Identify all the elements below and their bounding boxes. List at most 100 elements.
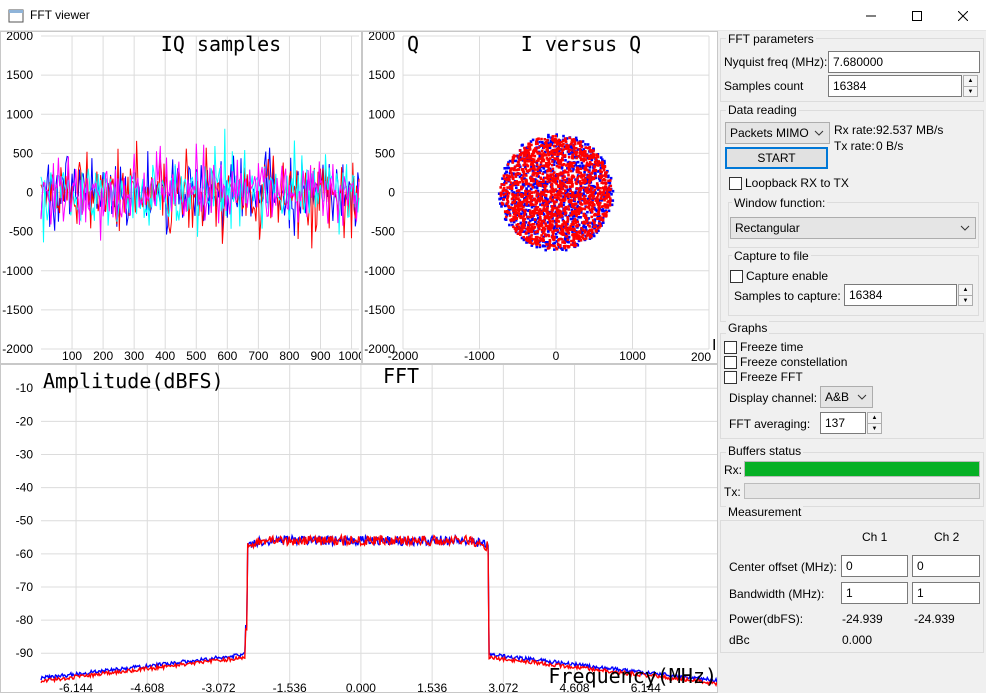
samples-to-capture-input[interactable]: 16384 [844, 284, 957, 306]
scatter-point [543, 228, 547, 231]
scatter-point [564, 189, 567, 193]
minimize-button[interactable] [848, 0, 894, 31]
samples-count-stepper[interactable]: ▲ ▼ [963, 75, 978, 97]
scatter-point [571, 150, 575, 154]
scatter-point [596, 192, 600, 195]
fft-xtick-label: 0.000 [346, 681, 376, 692]
freeze-fft-checkbox[interactable] [724, 371, 737, 384]
scatter-point [525, 163, 528, 166]
scatter-ytick-label: 1000 [368, 107, 395, 121]
scatter-point [609, 176, 613, 180]
scatter-point [558, 226, 562, 230]
scatter-point [564, 170, 568, 174]
fft-averaging-stepper[interactable]: ▲ ▼ [867, 412, 882, 434]
scatter-point [537, 184, 540, 187]
scatter-point [559, 213, 563, 217]
scatter-point [583, 231, 587, 234]
display-channel-select[interactable]: A&B [820, 386, 873, 408]
scatter-point [549, 224, 552, 227]
fft-averaging-input[interactable]: 137 [820, 412, 866, 434]
stepper-up-icon[interactable]: ▲ [967, 78, 974, 84]
window-function-select[interactable]: Rectangular [730, 217, 976, 239]
scatter-point [544, 184, 548, 188]
scatter-point [512, 177, 515, 181]
scatter-point [527, 200, 531, 204]
scatter-point [509, 186, 512, 189]
samples-count-input[interactable]: 16384 [828, 75, 962, 97]
scatter-point [593, 203, 596, 207]
scatter-point [560, 201, 563, 205]
loopback-checkbox[interactable] [729, 177, 742, 190]
scatter-point [563, 185, 567, 188]
scatter-point [541, 154, 545, 158]
bandwidth-ch1-input[interactable]: 1 [841, 582, 908, 604]
nyquist-input[interactable]: 7.680000 [828, 51, 980, 73]
scatter-point [556, 191, 560, 195]
scatter-point [546, 180, 549, 183]
scatter-point [523, 217, 527, 221]
scatter-point [541, 189, 545, 192]
scatter-point [588, 188, 591, 191]
scatter-point [553, 193, 556, 196]
scatter-point [595, 156, 598, 160]
scatter-point [538, 218, 541, 222]
scatter-point [558, 204, 561, 208]
stepper-down-icon[interactable]: ▼ [959, 295, 972, 305]
scatter-point [553, 153, 557, 156]
scatter-point [521, 226, 524, 230]
scatter-point [533, 182, 536, 186]
scatter-point [563, 246, 567, 250]
scatter-point [571, 185, 574, 188]
scatter-point [581, 140, 585, 143]
scatter-point [596, 200, 599, 203]
scatter-point [589, 186, 593, 189]
display-channel-label: Display channel: [729, 391, 818, 405]
close-button[interactable] [940, 0, 986, 31]
scatter-point [525, 203, 528, 206]
scatter-point [517, 202, 520, 205]
center-offset-ch2-input[interactable]: 0 [912, 555, 980, 577]
scatter-point [595, 182, 599, 185]
scatter-point [523, 211, 527, 214]
scatter-point [601, 213, 605, 216]
scatter-point [516, 183, 520, 186]
scatter-point [584, 158, 588, 161]
scatter-point [529, 201, 532, 205]
stepper-up-icon[interactable]: ▲ [871, 415, 878, 421]
freeze-time-checkbox[interactable] [724, 341, 737, 354]
bandwidth-ch2-input[interactable]: 1 [912, 582, 980, 604]
capture-enable-checkbox[interactable] [730, 270, 743, 283]
start-button[interactable]: START [725, 147, 828, 169]
scatter-point [574, 181, 578, 184]
center-offset-ch1-input[interactable]: 0 [841, 555, 908, 577]
maximize-button[interactable] [894, 0, 940, 31]
scatter-point [554, 214, 557, 217]
scatter-point [589, 161, 592, 164]
scatter-point [594, 191, 597, 194]
scatter-point [595, 230, 598, 233]
scatter-point [584, 216, 587, 219]
scatter-point [586, 210, 589, 214]
scatter-point [569, 169, 573, 173]
scatter-point [502, 174, 506, 177]
scatter-point [555, 150, 558, 154]
stepper-down-icon[interactable]: ▼ [868, 423, 881, 433]
reading-mode-select[interactable]: Packets MIMO [725, 122, 830, 144]
stepper-down-icon[interactable]: ▼ [964, 86, 977, 96]
freeze-constellation-checkbox[interactable] [724, 356, 737, 369]
scatter-point [499, 202, 502, 205]
scatter-point [541, 184, 545, 188]
scatter-point [517, 172, 520, 175]
scatter-point [571, 221, 575, 224]
scatter-point [610, 203, 614, 207]
samples-to-capture-stepper[interactable]: ▲ ▼ [958, 284, 973, 306]
scatter-point [586, 186, 589, 190]
scatter-point [570, 179, 573, 183]
scatter-point [571, 193, 574, 197]
iq-ytick-label: 1000 [6, 107, 33, 121]
scatter-point [598, 209, 601, 212]
scatter-point [535, 199, 538, 203]
stepper-up-icon[interactable]: ▲ [962, 287, 969, 293]
scatter-point [527, 184, 530, 188]
scatter-point [524, 153, 528, 157]
